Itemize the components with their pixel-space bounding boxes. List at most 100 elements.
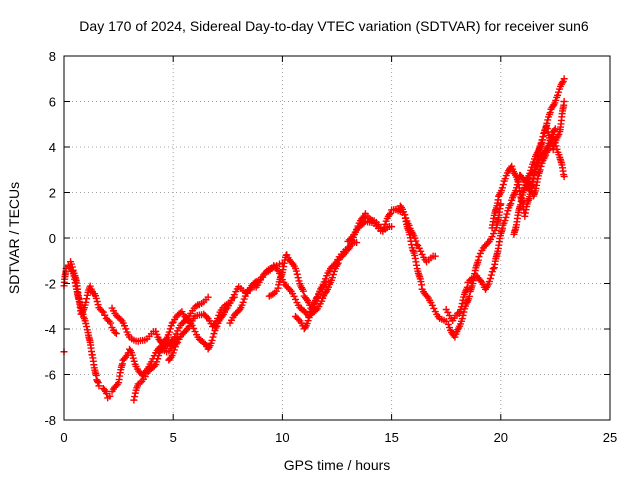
data-point-marker [328, 274, 336, 282]
y-tick-label: -6 [44, 368, 56, 383]
data-point-marker [182, 326, 190, 334]
data-point-marker [230, 291, 238, 299]
data-point-marker [101, 311, 109, 319]
data-point-marker [546, 109, 554, 117]
x-tick-label: 25 [603, 430, 617, 445]
data-point-marker [100, 386, 108, 394]
data-point-marker [544, 128, 552, 136]
data-point-marker [555, 88, 563, 96]
series-track-15 [523, 133, 568, 200]
data-point-marker [121, 322, 129, 330]
data-point-marker [551, 138, 559, 146]
data-point-marker [172, 340, 180, 348]
data-point-marker [166, 325, 174, 333]
x-tick-label: 20 [494, 430, 508, 445]
series-track-5 [130, 293, 238, 404]
data-point-marker [93, 297, 101, 305]
x-axis-label: GPS time / hours [284, 457, 391, 473]
data-point-marker [64, 261, 72, 269]
data-point-marker [200, 339, 208, 347]
series-track-11 [392, 200, 505, 341]
data-point-marker [240, 295, 248, 303]
data-point-marker [214, 314, 222, 322]
y-tick-label: -8 [44, 413, 56, 428]
data-point-marker [292, 295, 300, 303]
data-point-marker [99, 308, 107, 316]
data-point-marker [509, 192, 517, 200]
y-tick-label: 8 [49, 49, 56, 64]
data-point-marker [111, 329, 119, 337]
y-tick-label: 0 [49, 231, 56, 246]
data-point-marker [82, 298, 90, 306]
data-point-marker [299, 287, 307, 295]
data-point-marker [461, 288, 469, 296]
data-point-marker [462, 287, 470, 295]
data-point-marker [484, 239, 492, 247]
data-point-marker [552, 142, 560, 150]
data-point-marker [507, 200, 515, 208]
data-point-marker [152, 327, 160, 335]
y-tick-label: 2 [49, 186, 56, 201]
y-axis-label: SDTVAR / TECUs [6, 182, 22, 294]
data-point-marker [539, 133, 547, 141]
data-point-marker [459, 311, 467, 319]
data-point-marker [560, 75, 568, 83]
data-point-marker [294, 274, 302, 282]
data-point-marker [191, 328, 199, 336]
data-point-marker [475, 253, 483, 261]
data-point-marker [229, 294, 237, 302]
series-track-4 [108, 293, 212, 352]
data-point-marker [537, 162, 545, 170]
grid-lines [64, 56, 610, 420]
data-point-marker [457, 303, 465, 311]
y-tick-label: 6 [49, 95, 56, 110]
data-point-marker [130, 396, 138, 404]
data-point-marker [485, 278, 493, 286]
data-point-marker [451, 333, 459, 341]
data-point-marker [458, 300, 466, 308]
data-point-marker [347, 234, 355, 242]
data-point-marker [543, 125, 551, 133]
data-point-marker [112, 330, 120, 338]
data-point-marker [560, 98, 568, 105]
data-point-marker [499, 181, 507, 189]
data-point-marker [486, 274, 494, 282]
data-point-marker [309, 304, 317, 312]
series-track-10 [344, 202, 439, 266]
data-point-marker [550, 126, 558, 134]
data-point-marker [546, 141, 554, 149]
data-point-marker [174, 338, 182, 346]
data-point-marker [490, 230, 498, 238]
data-point-marker [353, 239, 361, 247]
data-point-marker [153, 358, 161, 366]
series-track-9 [292, 217, 396, 333]
data-point-marker [536, 166, 544, 174]
data-point-marker [497, 200, 505, 208]
data-point-marker [209, 333, 217, 341]
data-point-marker [107, 319, 115, 327]
data-point-marker [316, 288, 324, 296]
data-point-marker [159, 342, 167, 350]
data-point-marker [498, 184, 506, 192]
data-point-marker [165, 328, 173, 336]
data-point-marker [305, 314, 313, 322]
data-series [60, 75, 568, 404]
data-point-marker [204, 293, 212, 301]
data-point-marker [359, 213, 367, 221]
data-point-marker [459, 296, 467, 304]
series-track-7 [226, 262, 330, 327]
data-point-marker [215, 311, 223, 319]
data-point-marker [488, 233, 496, 241]
y-tick-label: -4 [44, 322, 56, 337]
data-point-marker [463, 283, 471, 291]
data-point-marker [551, 125, 559, 133]
data-point-marker [388, 223, 396, 231]
x-tick-label: 15 [384, 430, 398, 445]
data-point-marker [129, 354, 137, 362]
data-point-marker [502, 213, 510, 221]
data-point-marker [82, 319, 90, 327]
data-point-marker [387, 209, 395, 217]
data-point-marker [168, 319, 176, 327]
data-point-marker [290, 292, 298, 300]
data-point-marker [417, 247, 425, 255]
